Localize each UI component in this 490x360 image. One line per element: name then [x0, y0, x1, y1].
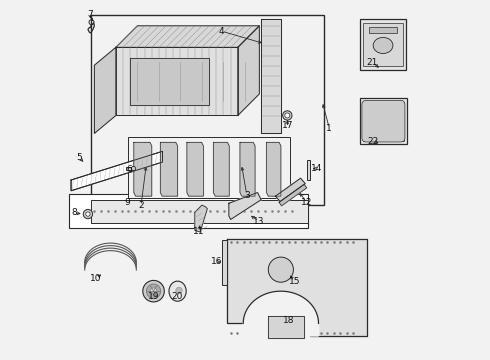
Polygon shape — [243, 291, 318, 336]
Text: 3: 3 — [244, 190, 250, 199]
Circle shape — [83, 210, 93, 219]
Text: 9: 9 — [124, 198, 130, 207]
Bar — [368, 27, 397, 33]
Polygon shape — [187, 142, 203, 196]
Circle shape — [269, 257, 294, 282]
FancyBboxPatch shape — [362, 100, 405, 142]
Bar — [364, 23, 403, 66]
Circle shape — [285, 113, 290, 118]
Text: 18: 18 — [283, 316, 294, 325]
Text: 21: 21 — [367, 58, 378, 67]
Polygon shape — [116, 26, 259, 47]
Bar — [125, 167, 131, 170]
Text: 7: 7 — [87, 10, 93, 19]
Text: 13: 13 — [253, 217, 265, 226]
Circle shape — [283, 111, 292, 120]
Text: 11: 11 — [194, 228, 205, 237]
Polygon shape — [238, 26, 259, 116]
Bar — [364, 102, 403, 140]
Circle shape — [131, 166, 136, 171]
Ellipse shape — [169, 281, 186, 301]
Circle shape — [176, 287, 182, 294]
Text: 14: 14 — [311, 164, 322, 173]
Bar — [221, 240, 227, 285]
Polygon shape — [71, 151, 163, 191]
Polygon shape — [160, 142, 177, 196]
Circle shape — [150, 288, 157, 294]
Bar — [91, 15, 324, 205]
Text: 1: 1 — [326, 123, 332, 132]
Bar — [360, 19, 406, 69]
Circle shape — [147, 284, 161, 298]
Polygon shape — [240, 142, 255, 196]
Polygon shape — [269, 316, 304, 338]
Text: 20: 20 — [171, 292, 183, 301]
Text: 17: 17 — [282, 121, 293, 130]
Bar — [307, 160, 310, 180]
Circle shape — [86, 212, 90, 216]
Bar — [128, 137, 290, 198]
Polygon shape — [95, 47, 116, 134]
Polygon shape — [227, 239, 367, 336]
Text: 19: 19 — [148, 292, 159, 301]
Text: 15: 15 — [289, 276, 300, 285]
Text: 16: 16 — [211, 257, 223, 266]
Text: 2: 2 — [138, 201, 144, 210]
Text: 8: 8 — [72, 208, 77, 217]
Bar — [91, 200, 308, 223]
Text: 22: 22 — [368, 137, 379, 146]
Polygon shape — [116, 47, 238, 116]
Circle shape — [143, 280, 164, 302]
Text: 4: 4 — [219, 27, 224, 36]
Polygon shape — [229, 193, 261, 220]
Polygon shape — [261, 19, 281, 134]
Text: 6: 6 — [126, 165, 132, 174]
Text: 12: 12 — [301, 198, 312, 207]
Polygon shape — [134, 142, 152, 196]
Polygon shape — [130, 58, 209, 105]
Polygon shape — [275, 178, 305, 202]
Text: 10: 10 — [91, 274, 102, 283]
Bar — [69, 194, 308, 228]
Text: 5: 5 — [76, 153, 82, 162]
Ellipse shape — [373, 37, 393, 54]
Polygon shape — [267, 142, 281, 196]
Polygon shape — [214, 142, 229, 196]
Bar — [360, 98, 407, 144]
Polygon shape — [195, 205, 207, 232]
Polygon shape — [279, 184, 307, 206]
